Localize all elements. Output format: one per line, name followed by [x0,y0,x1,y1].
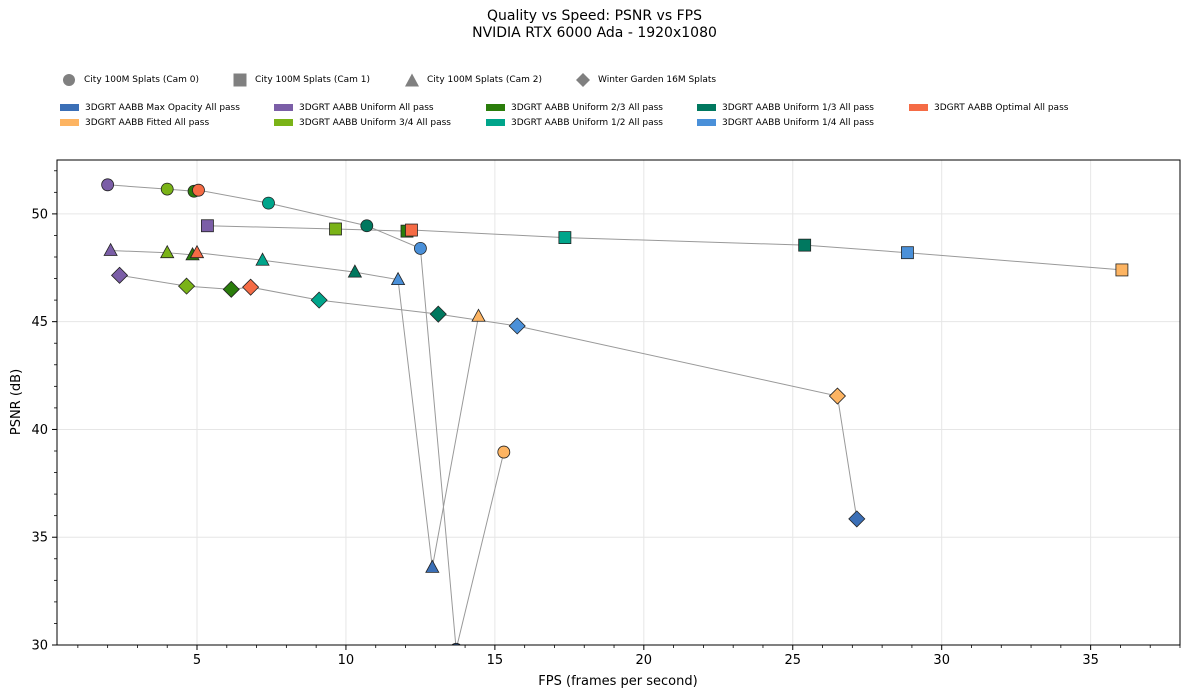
triangle-marker-icon [405,73,419,87]
circle-marker-icon [63,74,75,86]
legend-item-scene-3: Winter Garden 16M Splats [574,73,716,87]
x-tick-label: 35 [1082,653,1099,668]
square-data-point [405,223,418,237]
color-swatch [486,104,505,111]
square-marker-icon [233,73,247,87]
legend-method-label: 3DGRT AABB Uniform 1/2 All pass [511,117,663,128]
y-tick-label: 45 [31,315,48,330]
legend-method-label: 3DGRT AABB Uniform All pass [299,102,434,113]
legend-item-scene-2: City 100M Splats (Cam 2) [403,73,574,87]
square-data-point [798,238,812,252]
circle-data-point [160,182,174,196]
legend-scene-label: City 100M Splats (Cam 0) [84,75,200,85]
legend-item-method-6: 3DGRT AABB Uniform 1/3 All pass [697,100,909,115]
chart-title: Quality vs Speed: PSNR vs FPS [487,8,702,24]
grid-lines [57,160,1180,646]
legend-item-scene-1: City 100M Splats (Cam 1) [231,73,403,87]
diamond-data-point [178,277,196,295]
legend-scene-label: City 100M Splats (Cam 2) [427,75,543,85]
color-swatch [486,119,505,126]
y-tick-label: 35 [31,531,48,546]
legend-method-label: 3DGRT AABB Uniform 1/3 All pass [722,102,874,113]
triangle-data-point [471,308,486,322]
color-swatch [60,104,79,111]
diamond-data-point [110,266,129,284]
diamond-marker-icon [576,73,590,87]
x-tick-label: 10 [338,653,355,668]
series-line-triangle [110,250,479,568]
triangle-data-point [425,559,440,573]
data-points [101,178,1129,645]
square-data-point [901,246,914,260]
x-tick-label: 20 [636,653,653,668]
legend-method-label: 3DGRT AABB Uniform 2/3 All pass [511,102,663,113]
diamond-data-point [429,305,447,323]
diamond-data-point [310,291,328,309]
x-tick-label: 5 [193,653,201,668]
x-tick-label: 30 [933,653,950,668]
color-swatch [274,119,293,126]
diamond-data-point [222,280,240,298]
circle-data-point [192,183,205,197]
legend-item-method-2: 3DGRT AABB Uniform All pass [274,100,486,115]
triangle-data-point [347,264,363,278]
y-tick-label: 30 [31,639,48,654]
legend-method-label: 3DGRT AABB Uniform 3/4 All pass [299,117,451,128]
triangle-data-point [160,244,175,259]
circle-data-point [414,241,427,255]
legend-method-label: 3DGRT AABB Fitted All pass [85,117,210,128]
legend-item-method-0: 3DGRT AABB Max Opacity All pass [60,100,274,115]
diamond-data-point [508,317,526,335]
legend-item-method-5: 3DGRT AABB Uniform 1/2 All pass [486,115,697,130]
y-tick-label: 40 [31,423,48,438]
color-swatch [274,104,293,111]
circle-data-point [360,219,374,233]
legend-method-label: 3DGRT AABB Uniform 1/4 All pass [722,117,874,128]
series-line-square [207,225,1122,271]
legend-item-method-8: 3DGRT AABB Optimal All pass [909,100,1089,115]
legend-item-method-1: 3DGRT AABB Fitted All pass [60,115,274,130]
legend-scene-label: City 100M Splats (Cam 1) [255,75,371,85]
chart-title-block: Quality vs Speed: PSNR vs FPS NVIDIA RTX… [0,8,1189,42]
circle-data-point [497,445,511,459]
legend-item-method-4: 3DGRT AABB Uniform 2/3 All pass [486,100,697,115]
triangle-data-point [390,271,406,286]
triangle-data-point [103,242,118,256]
plot-frame [56,159,1181,646]
scene-legend: City 100M Splats (Cam 0) City 100M Splat… [60,73,716,87]
triangle-data-point [255,252,270,266]
color-swatch [909,104,928,111]
circle-data-point [101,178,115,192]
color-swatch [697,119,716,126]
y-axis-label: PSNR (dB) [9,369,24,435]
legend-item-method-3: 3DGRT AABB Uniform 3/4 All pass [274,115,486,130]
legend-method-label: 3DGRT AABB Max Opacity All pass [85,102,240,113]
y-tick-label: 50 [31,207,48,222]
axis-ticks: 5 10 15 20 25 30 35 30 35 40 45 50 [31,170,1181,668]
x-tick-label: 15 [487,653,504,668]
legend-method-label: 3DGRT AABB Optimal All pass [934,102,1069,113]
diamond-data-point [828,387,847,405]
square-data-point [558,231,572,245]
diamond-data-point [242,278,260,296]
diamond-data-point [848,510,866,528]
legend-scene-label: Winter Garden 16M Splats [598,75,717,85]
square-data-point [201,219,214,233]
color-swatch [697,104,716,111]
x-axis-label: FPS (frames per second) [538,674,697,689]
x-tick-label: 25 [784,653,801,668]
series-line-diamond [119,274,858,519]
triangle-data-point [189,244,205,259]
method-legend: 3DGRT AABB Max Opacity All pass 3DGRT AA… [60,100,1089,130]
legend-item-method-7: 3DGRT AABB Uniform 1/4 All pass [697,115,909,130]
chart-subtitle: NVIDIA RTX 6000 Ada - 1920x1080 [472,25,717,41]
legend-item-scene-0: City 100M Splats (Cam 0) [60,73,231,87]
series-lines [107,184,1122,645]
square-data-point [1115,263,1129,277]
circle-data-point [262,196,275,210]
color-swatch [60,119,79,126]
square-data-point [329,222,342,236]
